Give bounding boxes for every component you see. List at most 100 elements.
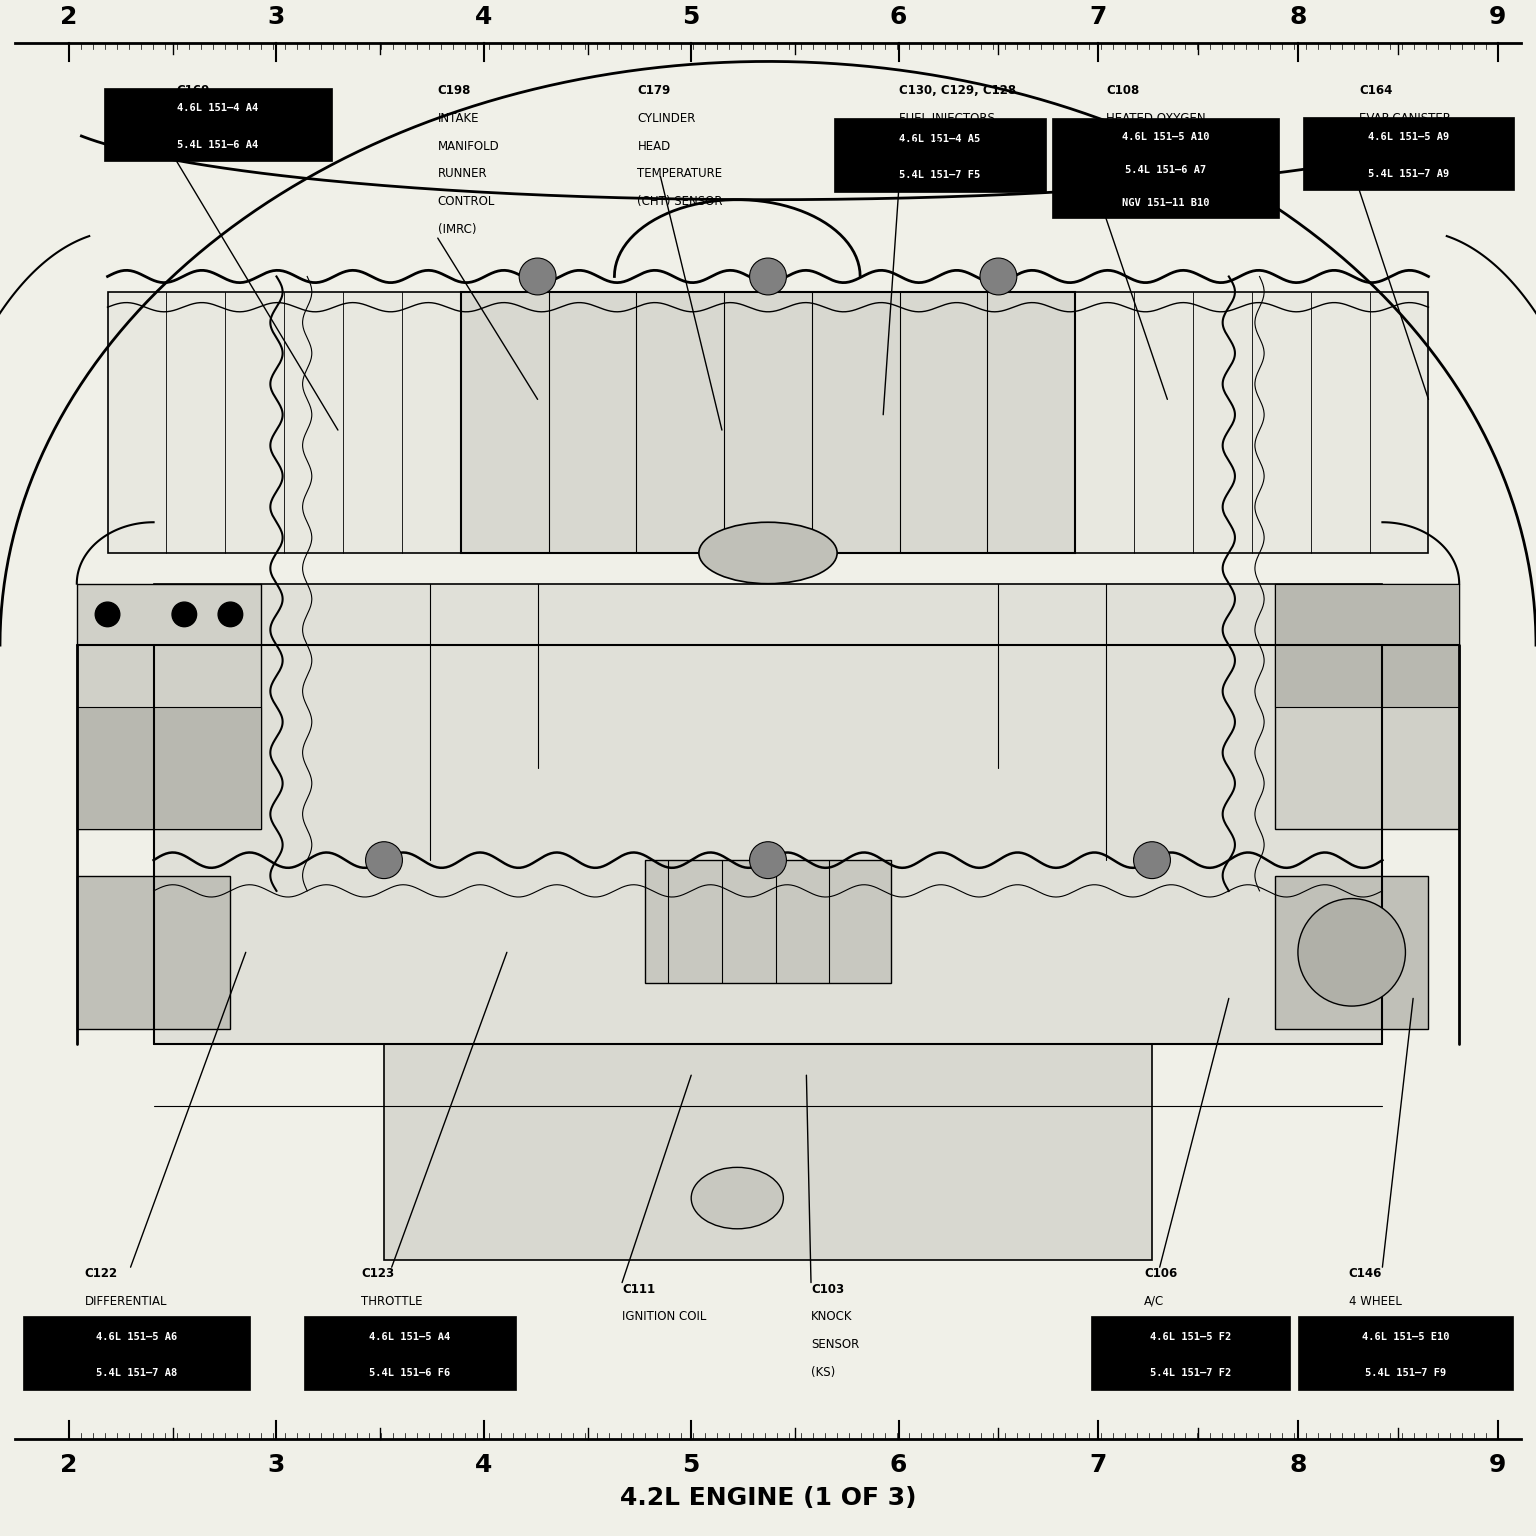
Circle shape [750,258,786,295]
Bar [461,292,1075,553]
Text: 4.6L 151–4 A5: 4.6L 151–4 A5 [900,134,980,143]
Text: MANIFOLD: MANIFOLD [438,140,499,152]
Text: C103: C103 [811,1283,845,1295]
Text: C198: C198 [438,84,472,97]
Bar [645,860,891,983]
Text: 3: 3 [267,5,286,29]
Text: 6: 6 [889,5,908,29]
Text: C122: C122 [84,1267,118,1279]
Text: 7: 7 [1089,1453,1107,1478]
Text: 5.4L 151–7 F9: 5.4L 151–7 F9 [1366,1369,1445,1378]
Bar [23,1316,250,1390]
Text: CONTROL: CONTROL [438,195,495,207]
Text: 4.2L ENGINE (1 OF 3): 4.2L ENGINE (1 OF 3) [619,1485,917,1510]
Bar [77,707,261,829]
Text: CYLINDER: CYLINDER [637,112,696,124]
Bar [1052,118,1279,218]
Bar [304,1316,516,1390]
Circle shape [750,842,786,879]
Text: 4.6L 151–5 E10: 4.6L 151–5 E10 [1362,1332,1448,1341]
Text: IGNITION COIL: IGNITION COIL [622,1310,707,1322]
Text: 7: 7 [1089,5,1107,29]
Text: 5.4L 151–7 F5: 5.4L 151–7 F5 [900,170,980,180]
Text: 4.6L 151–5 A9: 4.6L 151–5 A9 [1369,132,1448,141]
Text: ANTI-LOCK BRAK: ANTI-LOCK BRAK [1349,1322,1447,1335]
Text: DIFFERENTIAL: DIFFERENTIAL [84,1295,167,1307]
Text: A/C: A/C [1144,1295,1164,1307]
Text: 5: 5 [682,5,700,29]
Text: #6, #5, #4: #6, #5, #4 [899,140,966,152]
Text: (KS): (KS) [811,1366,836,1378]
Text: THROTTLE: THROTTLE [361,1295,422,1307]
Text: SENSOR: SENSOR [361,1350,409,1362]
Text: EVAP CANISTER: EVAP CANISTER [1359,112,1452,124]
Bar [1298,1316,1513,1390]
Text: C108: C108 [1106,84,1140,97]
Text: C130, C129, C128: C130, C129, C128 [899,84,1015,97]
Bar [77,876,230,1029]
Bar [384,1044,1152,1260]
Text: 5: 5 [682,1453,700,1478]
Text: C123: C123 [361,1267,395,1279]
Text: INTAKE: INTAKE [438,112,479,124]
Text: (CHT) SENSOR: (CHT) SENSOR [637,195,723,207]
Text: 2: 2 [60,5,78,29]
Text: 3: 3 [267,1453,286,1478]
Text: C111: C111 [622,1283,656,1295]
Text: 5.4L 151–6 F6: 5.4L 151–6 F6 [370,1369,450,1378]
Circle shape [980,258,1017,295]
Text: CLUTCH: CLUTCH [1144,1350,1190,1362]
Text: POSITION (TP): POSITION (TP) [361,1322,444,1335]
Bar [108,292,461,553]
Text: 4.6L 151–4 A4: 4.6L 151–4 A4 [178,103,258,112]
Bar [1091,1316,1290,1390]
Bar [834,118,1046,192]
Bar [154,584,1382,1044]
Text: C146: C146 [1349,1267,1382,1279]
Text: 8: 8 [1289,1453,1307,1478]
Circle shape [218,602,243,627]
Text: 4 WHEEL: 4 WHEEL [1349,1295,1401,1307]
Text: 4.6L 151–5 A4: 4.6L 151–5 A4 [370,1332,450,1341]
Text: RUNNER: RUNNER [438,167,487,180]
Text: COMPRESSOR: COMPRESSOR [1144,1322,1227,1335]
Text: C179: C179 [637,84,671,97]
Text: NGV 151–11 B10: NGV 151–11 B10 [1123,198,1209,209]
Bar [1303,117,1514,190]
Text: SYSTEM (4WABS): SYSTEM (4WABS) [1349,1350,1450,1362]
Text: 5.4L 151–7 F2: 5.4L 151–7 F2 [1150,1369,1230,1378]
Circle shape [1298,899,1405,1006]
Bar [77,584,261,829]
Text: EGR (DPFE) SENSOR: EGR (DPFE) SENSOR [84,1350,204,1362]
Text: PRESSURE FEEDBACK: PRESSURE FEEDBACK [84,1322,212,1335]
Text: 6: 6 [889,1453,908,1478]
Bar [1275,584,1459,829]
Text: 2: 2 [60,1453,78,1478]
Text: C106: C106 [1144,1267,1178,1279]
Text: (IMRC): (IMRC) [438,223,476,235]
Ellipse shape [699,522,837,584]
Text: 5.4L 151–6 A4: 5.4L 151–6 A4 [178,140,258,149]
Text: 4.6L 151–5 A10: 4.6L 151–5 A10 [1123,132,1209,141]
Text: MODULE: MODULE [1349,1378,1399,1390]
Text: TEMPERATURE: TEMPERATURE [637,167,722,180]
Text: 9: 9 [1488,1453,1507,1478]
Text: C169: C169 [177,84,210,97]
Text: 8: 8 [1289,5,1307,29]
Ellipse shape [691,1167,783,1229]
Text: SENSOR (HO2S) #21: SENSOR (HO2S) #21 [1106,140,1229,152]
Bar [1275,876,1428,1029]
Bar [104,88,332,161]
Text: FUEL INJECTORS: FUEL INJECTORS [899,112,994,124]
Text: C164: C164 [1359,84,1393,97]
Bar [1275,584,1459,707]
Circle shape [95,602,120,627]
Text: 9: 9 [1488,5,1507,29]
Text: 4: 4 [475,1453,493,1478]
Text: KNOCK: KNOCK [811,1310,852,1322]
Text: 5.4L 151–6 A7: 5.4L 151–6 A7 [1126,164,1206,175]
Circle shape [519,258,556,295]
Text: 4.6L 151–5 A6: 4.6L 151–5 A6 [97,1332,177,1341]
Text: 4.6L 151–5 F2: 4.6L 151–5 F2 [1150,1332,1230,1341]
Text: SOLENOID: SOLENOID [1144,1378,1206,1390]
